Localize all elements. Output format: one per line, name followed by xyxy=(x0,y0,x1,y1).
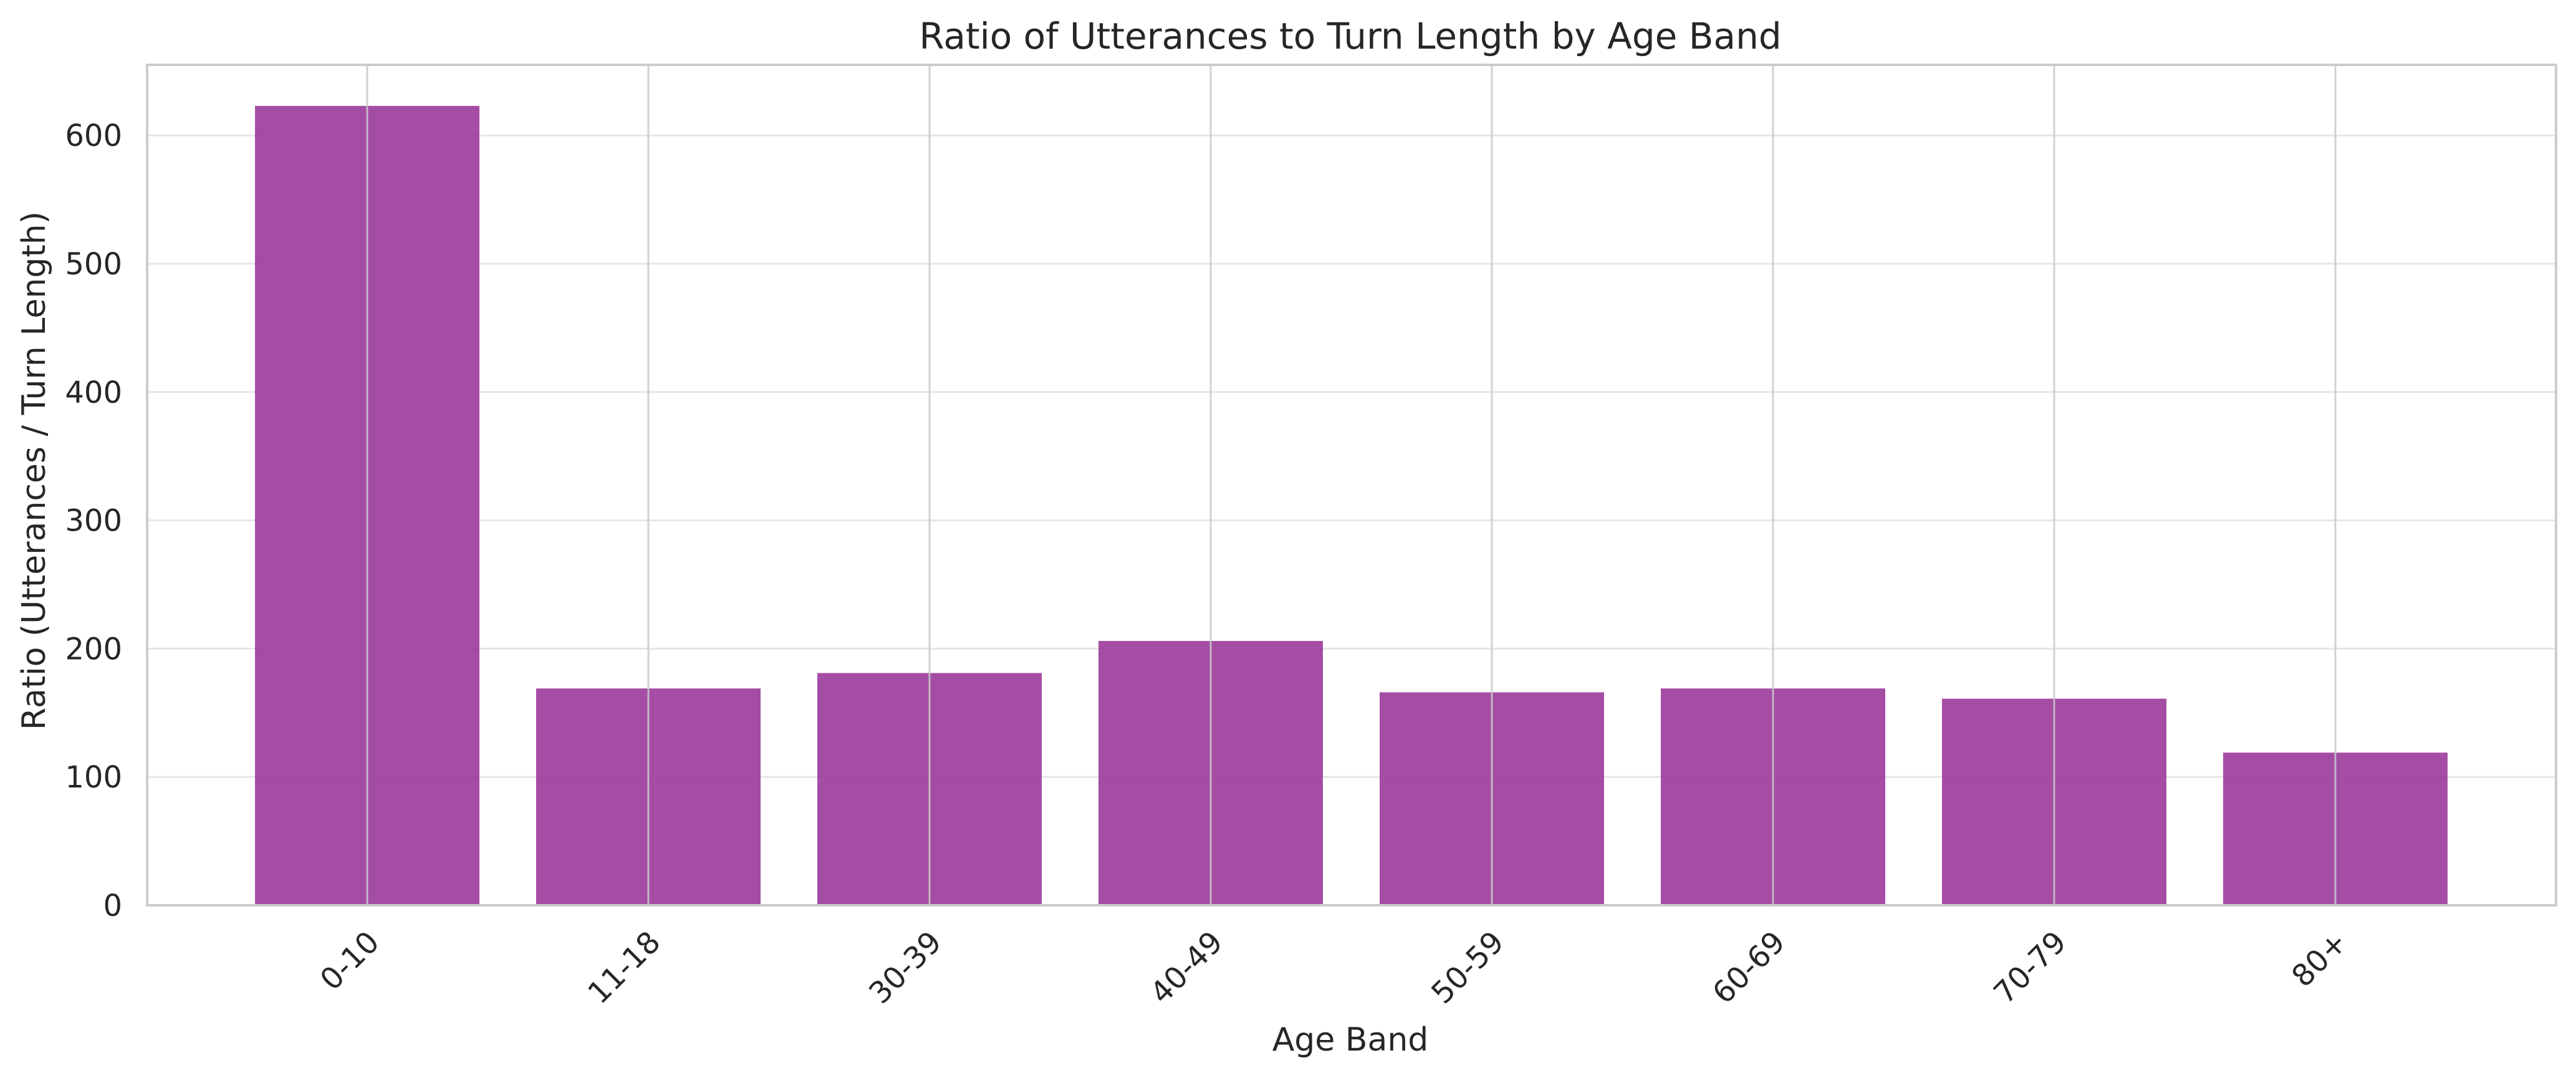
chart-title: Ratio of Utterances to Turn Length by Ag… xyxy=(919,15,1781,57)
plot-frame xyxy=(146,64,2557,907)
y-tick-label: 300 xyxy=(65,504,122,539)
vertical-gridlines xyxy=(366,65,2337,905)
y-tick-label: 500 xyxy=(65,247,122,282)
x-axis-label: Age Band xyxy=(1272,1021,1429,1059)
y-tick-label: 100 xyxy=(65,760,122,795)
y-tick-label: 600 xyxy=(65,118,122,153)
y-tick-label: 0 xyxy=(103,888,122,923)
y-axis-label: Ratio (Utterances / Turn Length) xyxy=(16,211,53,730)
y-tick-labels: 0 100 200 300 400 500 600 xyxy=(65,118,122,923)
y-tick-label: 400 xyxy=(65,375,122,410)
y-tick-label: 200 xyxy=(65,632,122,667)
